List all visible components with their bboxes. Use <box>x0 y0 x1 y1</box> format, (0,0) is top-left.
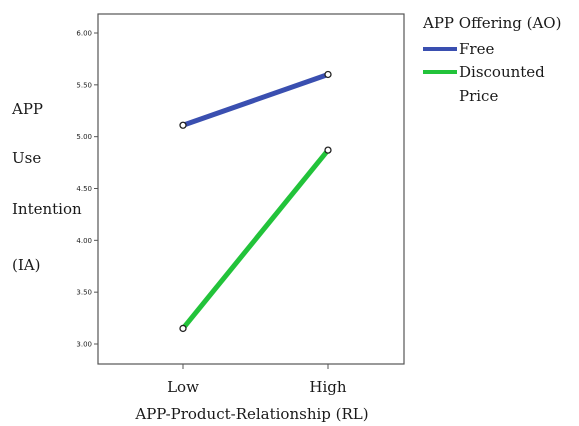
series-line-1 <box>181 148 330 331</box>
y-axis-ticks: 3.00 3.50 4.00 4.50 5.00 5.50 6.00 <box>76 30 98 349</box>
series-line-0 <box>182 72 329 128</box>
data-point <box>179 121 187 129</box>
legend: APP Offering (AO) Free Discounted Price <box>422 14 561 105</box>
y-tick-label: 4.00 <box>76 237 92 245</box>
y-tick-label: 5.50 <box>76 81 92 89</box>
y-axis-label-line-1: APP <box>11 100 43 118</box>
y-tick-label: 5.00 <box>76 133 92 141</box>
data-point <box>324 146 332 154</box>
x-tick-label: High <box>309 378 346 396</box>
legend-entry-discounted-price-line-2: Price <box>459 87 498 105</box>
y-axis-label-line-2: Use <box>12 149 41 167</box>
series-lines <box>181 72 330 331</box>
y-tick-label: 4.50 <box>76 185 92 193</box>
legend-entry-discounted-price-line-1: Discounted <box>459 63 545 81</box>
data-point <box>324 70 332 79</box>
series-points <box>179 70 332 333</box>
y-tick-label: 3.00 <box>76 341 92 349</box>
x-tick-label: Low <box>167 378 199 396</box>
x-axis-ticks: Low High <box>167 364 347 396</box>
y-axis-label-line-4: (IA) <box>12 256 40 274</box>
plot-frame <box>97 13 405 365</box>
legend-entry-free: Free <box>459 40 494 58</box>
y-tick-label: 6.00 <box>76 30 92 38</box>
legend-title: APP Offering (AO) <box>422 14 561 32</box>
y-tick-label: 3.50 <box>76 289 92 297</box>
y-axis-label-line-3: Intention <box>12 200 82 218</box>
data-point <box>179 324 187 333</box>
x-axis-label: APP-Product-Relationship (RL) <box>134 405 368 423</box>
